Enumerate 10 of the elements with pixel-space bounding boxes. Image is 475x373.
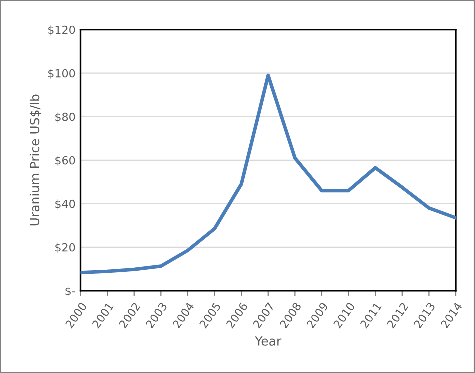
x-axis-title: Year — [255, 336, 282, 346]
y-axis-title: Uranium Price US$/lb — [30, 94, 42, 226]
y-tick-label: $20 — [56, 243, 76, 254]
y-tick-label: $60 — [56, 156, 76, 166]
y-tick-label: $40 — [56, 200, 76, 210]
y-tick-label: $- — [66, 286, 76, 297]
y-tick-label: $100 — [48, 69, 76, 80]
line-series — [80, 74, 456, 275]
y-tick-label: $80 — [56, 112, 76, 123]
y-tick-label: $120 — [48, 26, 76, 36]
